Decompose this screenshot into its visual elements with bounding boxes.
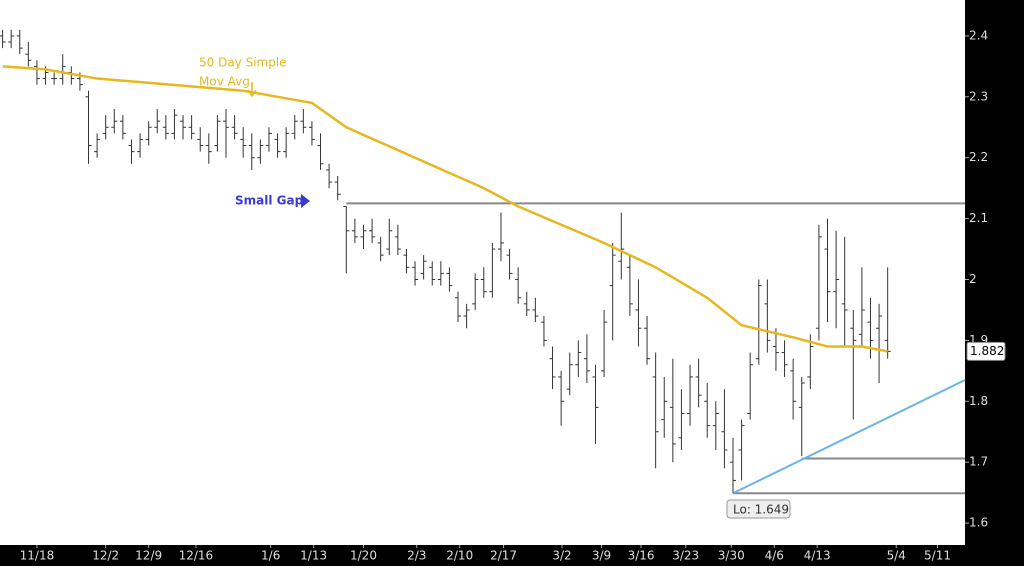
x-tick-label: 2/10 — [446, 549, 473, 563]
moving-average — [2, 65, 888, 353]
last-price-label: 1.882 — [970, 344, 1004, 358]
y-tick-label: 2.4 — [969, 28, 988, 42]
x-tick-label: 3/30 — [718, 549, 745, 563]
low-label: Lo: 1.649 — [733, 503, 789, 517]
y-axis-panel — [965, 0, 1024, 566]
x-tick-label: 3/23 — [672, 549, 699, 563]
x-tick-label: 4/6 — [765, 549, 784, 563]
x-tick-label: 3/9 — [592, 549, 611, 563]
x-tick-label: 2/17 — [490, 549, 517, 563]
x-tick-label: 12/9 — [135, 549, 162, 563]
x-tick-label: 4/13 — [804, 549, 831, 563]
x-tick-label: 3/2 — [552, 549, 571, 563]
x-tick-label: 11/18 — [20, 549, 55, 563]
x-tick-label: 12/16 — [179, 549, 214, 563]
x-axis-panel — [0, 545, 1024, 566]
y-tick-label: 1.6 — [969, 516, 988, 530]
x-tick-label: 2/3 — [407, 549, 426, 563]
x-tick-label: 1/6 — [261, 549, 280, 563]
x-tick-label: 3/16 — [628, 549, 655, 563]
y-tick-label: 2.3 — [969, 89, 988, 103]
last-price-box — [966, 341, 1006, 361]
ma-label: 50 Day Simple — [199, 56, 287, 70]
ma-label: Mov Avg — [199, 75, 250, 89]
y-tick-label: 2 — [969, 272, 977, 286]
gap-label: Small Gap — [235, 194, 304, 208]
x-tick-label: 1/13 — [300, 549, 327, 563]
y-tick-label: 1.8 — [969, 394, 988, 408]
y-tick-label: 2.2 — [969, 150, 988, 164]
x-tick-label: 12/2 — [92, 549, 119, 563]
y-tick-label: 2.1 — [969, 211, 988, 225]
trendline — [732, 379, 966, 495]
x-tick-label: 5/4 — [887, 549, 906, 563]
low-label-box — [726, 499, 791, 519]
gap-arrow — [301, 194, 310, 208]
y-tick-label: 1.7 — [969, 455, 988, 469]
x-tick-label: 1/20 — [350, 549, 377, 563]
x-tick-label: 5/11 — [924, 549, 951, 563]
ma-arrow — [247, 82, 257, 98]
